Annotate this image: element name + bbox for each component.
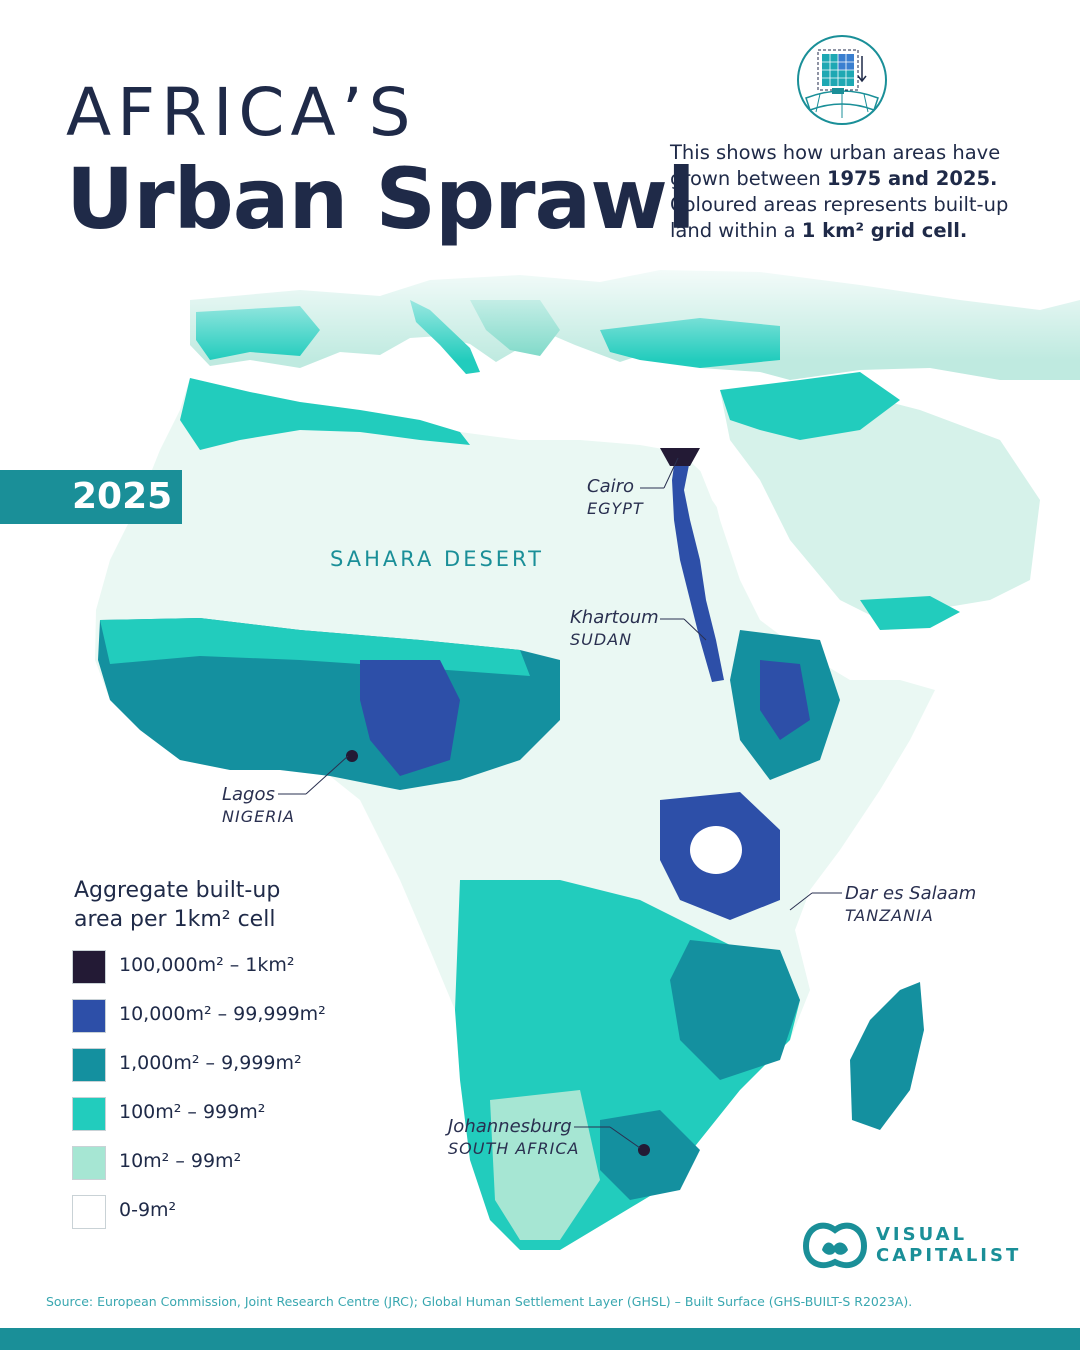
source-note: Source: European Commission, Joint Resea… <box>46 1294 913 1309</box>
nigeria-dense <box>360 660 460 776</box>
legend-swatch <box>72 950 106 984</box>
footer-bar <box>0 1328 1080 1350</box>
city-label-dar-es-salaam: Dar es Salaam TANZANIA <box>845 883 977 925</box>
east-africa-band <box>670 940 800 1080</box>
madagascar <box>850 982 924 1130</box>
nile-delta <box>660 448 700 466</box>
city-label-cairo: Cairo EGYPT <box>587 476 644 518</box>
title-line-2: Urban Sprawl <box>66 150 696 248</box>
grid-cell-icon <box>797 35 887 125</box>
legend-swatch <box>72 1048 106 1082</box>
lagos-core <box>346 750 358 762</box>
legend-title: Aggregate built-up area per 1km² cell <box>74 878 281 932</box>
city-label-johannesburg: Johannesburg SOUTH AFRICA <box>448 1116 580 1158</box>
red-sea <box>700 466 800 604</box>
mediterranean-sea <box>300 350 700 440</box>
city-label-khartoum: Khartoum SUDAN <box>570 607 659 649</box>
kalahari-light <box>490 1090 600 1240</box>
highveld-dense <box>600 1110 700 1200</box>
yemen-highlands <box>860 596 960 630</box>
legend-label: 10m² – 99m² <box>119 1150 242 1172</box>
arabian-peninsula <box>720 384 1040 620</box>
year-label: 2025 <box>0 470 182 524</box>
legend-label: 1,000m² – 9,999m² <box>119 1052 302 1074</box>
region-label-sahara: SAHARA DESERT <box>330 547 544 571</box>
lake-victoria <box>690 826 742 874</box>
legend-swatch <box>72 1146 106 1180</box>
nile-valley <box>672 452 724 682</box>
title-line-1: AFRICA’S <box>66 74 417 151</box>
legend-swatch <box>72 1195 106 1229</box>
city-label-lagos: Lagos NIGERIA <box>222 784 295 826</box>
levant-mesopotamia <box>720 372 900 440</box>
intro-text: This shows how urban areas have grown be… <box>670 141 1009 242</box>
africa-built-up-map <box>0 250 1080 1250</box>
legend-swatch <box>72 1097 106 1131</box>
legend-label: 100,000m² – 1km² <box>119 954 295 976</box>
legend-label: 0-9m² <box>119 1199 177 1221</box>
visual-capitalist-logo-icon <box>802 1222 868 1269</box>
legend-label: 100m² – 999m² <box>119 1101 266 1123</box>
johannesburg-core <box>638 1144 650 1156</box>
maghreb-coastal-band <box>180 378 470 450</box>
ethiopia-core <box>760 660 810 740</box>
legend-label: 10,000m² – 99,999m² <box>119 1003 326 1025</box>
brand-wordmark: VISUAL CAPITALIST <box>876 1224 1022 1266</box>
legend-swatch <box>72 999 106 1033</box>
